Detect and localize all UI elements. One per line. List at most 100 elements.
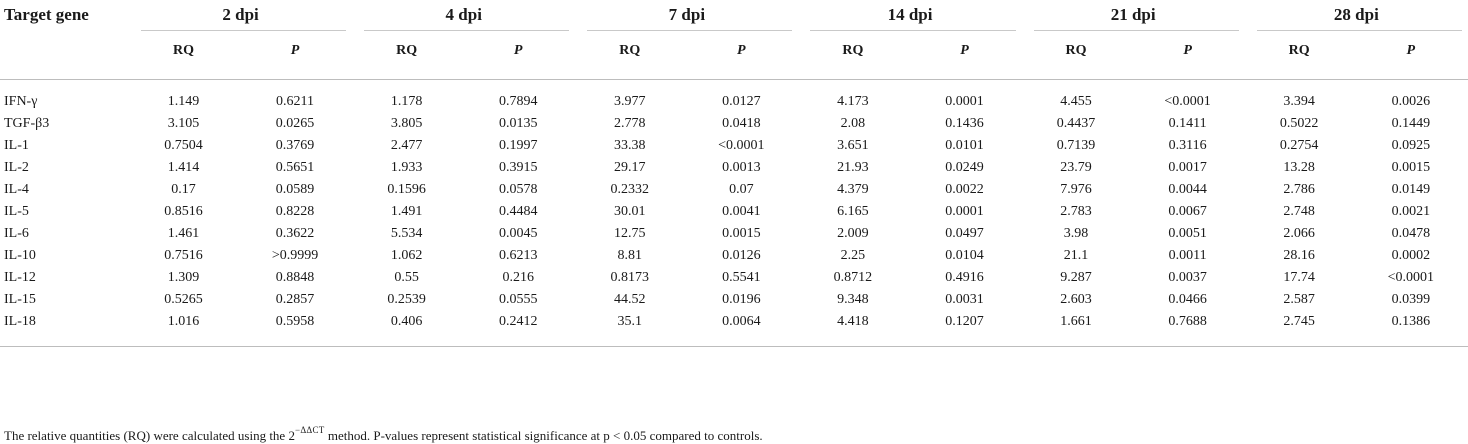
p-value-cell: 0.4916 [945, 270, 984, 285]
rq-header: RQ [1288, 42, 1310, 58]
p-value-cell: 0.3915 [498, 160, 538, 175]
p-value-cell: 0.07 [729, 182, 754, 197]
rq-value-cell: 1.149 [167, 94, 200, 109]
gene-name-cell: IL-1 [4, 138, 29, 153]
rq-value-cell: 3.805 [390, 116, 423, 131]
p-value-cell: 0.7688 [1168, 314, 1207, 329]
group-header-7dpi: 7 dpi [668, 5, 706, 24]
rq-value-cell: 2.786 [1283, 182, 1315, 197]
rq-value-cell: 12.75 [614, 226, 646, 241]
rq-value-cell: 7.976 [1060, 182, 1092, 197]
p-value-cell: 0.0578 [498, 182, 538, 197]
p-header: P [960, 42, 969, 58]
rq-header: RQ [842, 42, 864, 58]
rq-value-cell: 0.2539 [387, 292, 426, 307]
p-value-cell: 0.0031 [945, 292, 984, 307]
p-value-cell: 0.1411 [1168, 116, 1207, 131]
table-row: IL-1 0.7504 0.3769 2.477 0.1997 33.38 <0.0001 3… [0, 135, 1468, 157]
rq-value-cell: 2.587 [1283, 292, 1315, 307]
p-value-cell: 0.0126 [722, 248, 761, 263]
p-value-cell: 0.0265 [275, 116, 315, 131]
rq-value-cell: 0.1596 [387, 182, 426, 197]
p-header: P [737, 42, 746, 58]
group-rule-row [0, 30, 1468, 31]
p-value-cell: 0.0044 [1168, 182, 1207, 197]
rq-value-cell: 1.933 [390, 160, 423, 175]
rq-value-cell: 0.5265 [164, 292, 203, 307]
rq-value-cell: 2.477 [390, 138, 423, 153]
rq-value-cell: 23.79 [1060, 160, 1092, 175]
group-header-2dpi: 2 dpi [222, 5, 259, 24]
rq-value-cell: 0.17 [171, 182, 196, 197]
rq-value-cell: 4.418 [837, 314, 869, 329]
rq-value-cell: 0.5022 [1279, 116, 1319, 131]
rq-value-cell: 0.2332 [610, 182, 650, 197]
rq-header: RQ [396, 42, 418, 58]
rq-value-cell: 33.38 [614, 138, 646, 153]
rq-value-cell: 0.55 [394, 270, 419, 285]
group-header-21dpi: 21 dpi [1110, 5, 1156, 24]
p-value-cell: 0.0925 [1391, 138, 1431, 153]
rq-value-cell: 2.066 [1283, 226, 1315, 241]
p-value-cell: <0.0001 [1387, 270, 1435, 285]
rq-value-cell: 3.651 [837, 138, 869, 153]
header-bottom-rule [0, 70, 1468, 80]
p-value-cell: 0.0101 [945, 138, 984, 153]
rq-value-cell: 1.309 [167, 270, 200, 285]
p-value-cell: 0.0555 [498, 292, 538, 307]
rq-value-cell: 0.406 [390, 314, 423, 329]
p-value-cell: 0.0104 [945, 248, 984, 263]
rq-value-cell: 2.778 [614, 116, 646, 131]
gene-name-cell: IL-15 [4, 292, 36, 307]
p-header: P [1406, 42, 1416, 58]
rq-value-cell: 5.534 [390, 226, 423, 241]
rq-value-cell: 2.08 [840, 116, 866, 131]
group-divider [364, 30, 570, 31]
rq-value-cell: 29.17 [614, 160, 646, 175]
group-divider [810, 30, 1016, 31]
rq-value-cell: 35.1 [617, 314, 643, 329]
p-value-cell: 0.0026 [1391, 94, 1431, 109]
rq-value-cell: 2.745 [1283, 314, 1315, 329]
p-value-cell: 0.0064 [722, 314, 761, 329]
p-value-cell: 0.4484 [498, 204, 538, 219]
p-value-cell: 0.1449 [1391, 116, 1431, 131]
rq-value-cell: 0.7139 [1056, 138, 1096, 153]
p-value-cell: 0.0149 [1391, 182, 1431, 197]
p-value-cell: 0.2412 [498, 314, 538, 329]
rq-value-cell: 30.01 [614, 204, 646, 219]
p-value-cell: 0.3769 [275, 138, 315, 153]
rq-value-cell: 1.016 [167, 314, 200, 329]
rq-value-cell: 2.009 [837, 226, 869, 241]
rq-value-cell: 3.98 [1063, 226, 1089, 241]
table-row: TGF-β3 3.105 0.0265 3.805 0.0135 2.778 0.0418 2… [0, 113, 1468, 135]
table-row: IL-12 1.309 0.8848 0.55 0.216 0.8173 0.5541 0.8… [0, 267, 1468, 289]
p-value-cell: 0.0249 [945, 160, 984, 175]
p-header: P [513, 42, 523, 58]
p-value-cell: 0.0497 [945, 226, 984, 241]
p-value-cell: 0.0041 [722, 204, 761, 219]
p-value-cell: >0.9999 [271, 248, 319, 263]
gene-name-cell: IFN-γ [4, 94, 38, 109]
p-value-cell: 0.5541 [722, 270, 761, 285]
rq-value-cell: 3.977 [614, 94, 646, 109]
rq-value-cell: 2.603 [1060, 292, 1092, 307]
rq-value-cell: 2.25 [840, 248, 866, 263]
p-value-cell: 0.0127 [722, 94, 761, 109]
p-value-cell: 0.0051 [1168, 226, 1207, 241]
group-divider [1256, 30, 1462, 31]
p-value-cell: 0.1436 [945, 116, 984, 131]
group-header-14dpi: 14 dpi [887, 5, 933, 24]
gene-name-cell: IL-12 [4, 270, 36, 285]
rq-value-cell: 0.8712 [833, 270, 873, 285]
p-value-cell: 0.3622 [275, 226, 315, 241]
table-row: IL-15 0.5265 0.2857 0.2539 0.0555 44.52 0.0196… [0, 289, 1468, 311]
p-value-cell: 0.0013 [722, 160, 761, 175]
gene-name-cell: IL-5 [4, 204, 29, 219]
p-value-cell: 0.0002 [1391, 248, 1431, 263]
p-value-cell: 0.7894 [498, 94, 538, 109]
rq-value-cell: 4.455 [1060, 94, 1092, 109]
table-row: IL-5 0.8516 0.8228 1.491 0.4484 30.01 0.0041 6.… [0, 201, 1468, 223]
gene-name-cell: TGF-β3 [4, 116, 50, 131]
p-value-cell: <0.0001 [1164, 94, 1211, 109]
